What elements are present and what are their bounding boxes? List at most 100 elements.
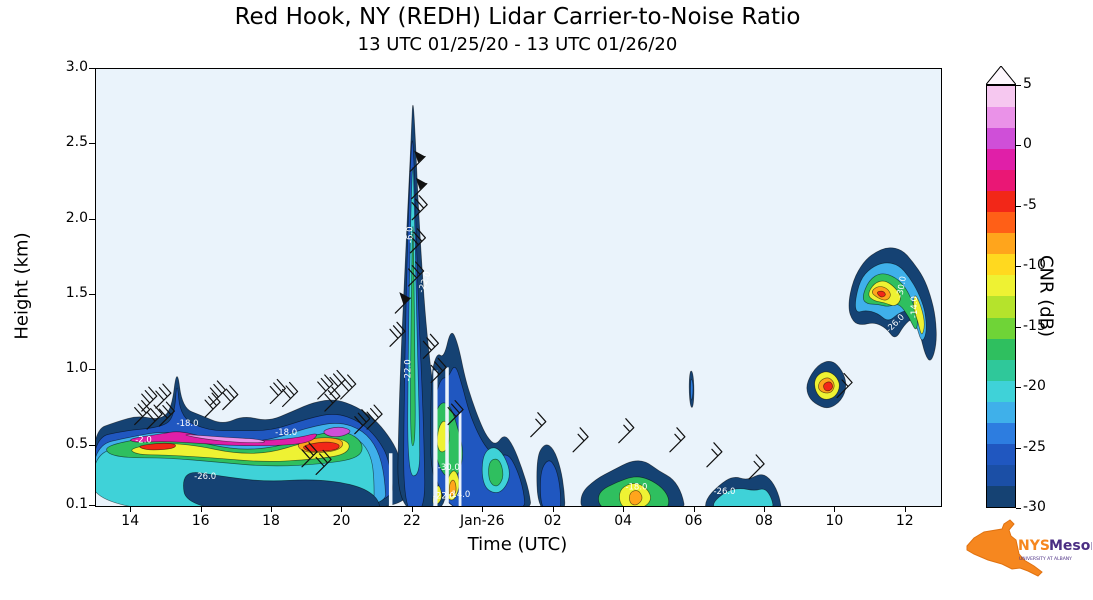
logo-tagline-text: UNIVERSITY AT ALBANY (1019, 556, 1072, 562)
wind-barb (315, 449, 332, 475)
contour-region-low-layer-purple (323, 426, 351, 438)
x-tick-label: 02 (543, 513, 562, 529)
logo-name-text: Mesonet (1049, 538, 1092, 554)
x-tick-mark (763, 506, 765, 512)
y-tick-mark (89, 68, 95, 69)
x-tick-label: 04 (614, 513, 633, 529)
y-tick-mark (89, 294, 95, 296)
colorbar-segment (987, 296, 1015, 318)
wind-barb (158, 401, 176, 427)
wind-barb (222, 385, 239, 411)
contour-label: -22.0 (433, 491, 455, 501)
contour-region-elevated-arm-yellow (913, 295, 925, 335)
colorbar-tick-label: -10 (1023, 257, 1046, 274)
colorbar-segment (987, 107, 1015, 129)
colorbar-over-arrow (986, 66, 1016, 85)
colorbar-tick-mark (1016, 85, 1021, 86)
wind-barb (329, 369, 346, 396)
colorbar-tick-mark (1016, 266, 1021, 268)
contour-region-low-layer-red-left (139, 442, 176, 451)
contour-region-spot-0554-blue (690, 378, 694, 401)
colorbar-segment (987, 191, 1015, 213)
x-tick-mark (623, 506, 625, 512)
colorbar-segment (987, 86, 1015, 108)
contour-region-lobe-0940-red (823, 381, 833, 392)
wind-barb (618, 418, 635, 444)
colorbar-segment (987, 359, 1015, 381)
wind-barb (209, 380, 227, 406)
colorbar-tick-mark (1016, 205, 1021, 207)
x-tick-mark (341, 506, 343, 512)
wind-barb (706, 442, 723, 468)
contour-label: -18.0 (625, 482, 647, 492)
y-tick-label: 2.0 (65, 209, 88, 226)
colorbar-segment (987, 401, 1015, 423)
colorbar-segment (987, 128, 1015, 150)
contour-region-elevated-1012-red (877, 290, 886, 298)
wind-barb (155, 383, 172, 409)
x-tick-label: 08 (755, 513, 773, 529)
y-tick-label: 1.5 (65, 285, 88, 302)
y-tick-mark (89, 505, 95, 506)
contour-label: -30.0 (895, 275, 909, 298)
wind-barb (411, 177, 428, 200)
colorbar-tick-mark (1016, 326, 1021, 328)
wind-barb (411, 195, 428, 221)
colorbar-tick-mark (1016, 145, 1021, 147)
data-gap (458, 412, 462, 506)
x-tick-label: 10 (825, 513, 844, 529)
wind-barb (282, 381, 299, 408)
x-tick-mark (552, 506, 554, 512)
y-axis-label: Height (km) (11, 232, 33, 340)
contour-label: -14.0 (448, 490, 470, 500)
x-tick-mark (693, 506, 695, 512)
wind-barb (748, 454, 765, 480)
colorbar-tick-label: -5 (1023, 196, 1037, 213)
x-tick-label: 12 (895, 513, 914, 529)
wind-barb (366, 404, 383, 430)
wind-barb (422, 333, 439, 359)
x-tick-mark (904, 506, 906, 512)
colorbar-tick-label: -15 (1023, 317, 1046, 334)
contour-region-column-orange (448, 479, 457, 497)
x-tick-label: Jan-26 (460, 513, 505, 529)
colorbar-segment (987, 212, 1015, 234)
wind-barb (430, 357, 447, 383)
contour-region-low-layer-pink (185, 434, 265, 444)
contour-label: -30.0 (438, 463, 460, 473)
y-tick-mark (89, 369, 95, 371)
wind-barb (317, 374, 334, 400)
data-gap-layer (388, 367, 462, 506)
contour-region-shallow-0608-cyan (713, 488, 774, 506)
colorbar-segment (987, 149, 1015, 171)
data-gap (445, 367, 449, 506)
wind-barb (409, 228, 426, 254)
wind-barb (141, 386, 158, 412)
colorbar-tick-label: -20 (1023, 378, 1046, 395)
x-tick-label: 16 (191, 513, 210, 529)
wind-barb (324, 386, 341, 412)
x-tick-label: 18 (262, 513, 280, 529)
data-gap (433, 370, 438, 506)
colorbar-segment (987, 422, 1015, 444)
wind-barb (354, 409, 371, 435)
y-tick-mark (89, 143, 95, 145)
colorbar-segment (987, 380, 1015, 402)
contour-label: -18.0 (275, 428, 297, 438)
wind-barb (408, 261, 425, 287)
mesonet-logo: NYS Mesonet UNIVERSITY AT ALBANY (966, 519, 1092, 577)
wind-barb (669, 427, 686, 453)
contour-label: -22.0 (403, 359, 413, 381)
contour-region-low-layer-magenta (130, 431, 317, 447)
wind-barb (204, 392, 221, 418)
wind-barb (340, 374, 357, 400)
colorbar-segment (987, 443, 1015, 465)
colorbar-segment (987, 464, 1015, 486)
x-axis-label: Time (UTC) (467, 534, 568, 555)
contour-regions-layer (96, 105, 937, 506)
contour-region-blob-0030-blue (540, 460, 562, 506)
contour-region-plume-green (410, 226, 416, 447)
y-tick-mark (89, 218, 95, 220)
x-tick-label: 20 (332, 513, 351, 529)
